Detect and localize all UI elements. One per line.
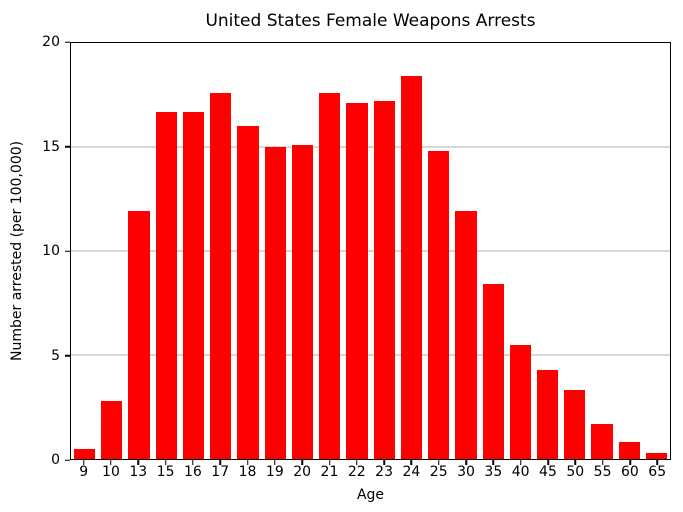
x-tick-label-20: 20 bbox=[293, 464, 312, 480]
bar-age-21 bbox=[319, 92, 341, 459]
y-tick-label-15: 15 bbox=[42, 138, 60, 155]
bar-slot bbox=[125, 43, 152, 459]
x-tick-labels: 9 10 13 15 16 17 18 19 20 21 22 23 24 25 30 35 40 45 50 55 6… bbox=[70, 464, 671, 480]
bar-slot bbox=[425, 43, 452, 459]
bar-age-25 bbox=[428, 151, 450, 459]
bar-slot bbox=[98, 43, 125, 459]
bar-age-18 bbox=[237, 126, 259, 459]
x-tick-label-45: 45 bbox=[539, 464, 557, 480]
bar-age-35 bbox=[482, 284, 504, 459]
bar-age-10 bbox=[101, 400, 123, 459]
y-tick-label-0: 0 bbox=[51, 452, 60, 468]
x-tick-label-24: 24 bbox=[402, 464, 421, 480]
gridline-15 bbox=[71, 146, 670, 148]
bar-slot bbox=[616, 43, 643, 459]
x-tick-label-50: 50 bbox=[566, 464, 585, 480]
y-tick-label-20: 20 bbox=[42, 34, 60, 50]
x-tick-label-60: 60 bbox=[620, 464, 639, 480]
bar-age-23 bbox=[373, 101, 395, 459]
bar-slot bbox=[561, 43, 588, 459]
bar-age-30 bbox=[455, 211, 477, 459]
bar-age-13 bbox=[128, 211, 150, 459]
bar-slot bbox=[534, 43, 561, 459]
x-tick-label-30: 30 bbox=[457, 464, 475, 480]
x-tick-label-40: 40 bbox=[511, 464, 530, 480]
bar-slot bbox=[207, 43, 234, 459]
y-tick-labels: 0 5 10 15 20 bbox=[0, 35, 60, 467]
bar-age-24 bbox=[400, 76, 423, 459]
bar-slot bbox=[289, 43, 316, 459]
bars bbox=[71, 43, 670, 459]
bar-slot bbox=[507, 43, 534, 459]
bar-slot bbox=[153, 43, 180, 459]
bar-slot bbox=[371, 43, 398, 459]
bar-age-45 bbox=[536, 369, 559, 459]
x-tick-label-21: 21 bbox=[320, 464, 339, 480]
x-tick-label-10: 10 bbox=[102, 464, 120, 480]
x-tick-label-9: 9 bbox=[79, 464, 89, 480]
x-tick-label-16: 16 bbox=[183, 464, 202, 480]
y-tick-label-10: 10 bbox=[42, 243, 60, 259]
gridlines bbox=[71, 43, 670, 459]
bar-age-9 bbox=[74, 448, 96, 459]
x-tick-label-17: 17 bbox=[211, 464, 230, 480]
x-tick-label-23: 23 bbox=[375, 464, 393, 480]
bar-slot bbox=[643, 43, 670, 459]
x-tick-label-13: 13 bbox=[129, 464, 148, 480]
x-tick-label-25: 25 bbox=[429, 464, 448, 480]
bar-slot bbox=[234, 43, 261, 459]
x-tick-label-55: 55 bbox=[593, 464, 612, 480]
bar-slot bbox=[398, 43, 425, 459]
bar-slot bbox=[262, 43, 289, 459]
bar-age-22 bbox=[346, 103, 368, 459]
plot-area bbox=[70, 42, 671, 460]
bar-age-20 bbox=[291, 144, 314, 459]
gridline-10 bbox=[71, 250, 670, 252]
x-tick-label-15: 15 bbox=[156, 464, 175, 480]
bar-slot bbox=[71, 43, 98, 459]
bar-slot bbox=[452, 43, 479, 459]
bar-age-60 bbox=[618, 442, 640, 459]
bar-age-15 bbox=[155, 111, 177, 459]
bar-slot bbox=[343, 43, 370, 459]
x-tick-label-65: 65 bbox=[648, 464, 667, 480]
bar-age-16 bbox=[182, 111, 205, 459]
bar-slot bbox=[588, 43, 615, 459]
gridline-5 bbox=[71, 354, 670, 356]
bar-slot bbox=[180, 43, 207, 459]
x-tick-label-18: 18 bbox=[238, 464, 257, 480]
x-axis-label: Age bbox=[356, 487, 385, 503]
chart-title: United States Female Weapons Arrests bbox=[205, 11, 536, 31]
x-tick-label-19: 19 bbox=[265, 464, 284, 480]
bar-age-17 bbox=[210, 92, 232, 459]
bar-age-50 bbox=[564, 390, 586, 459]
x-tick-label-35: 35 bbox=[484, 464, 503, 480]
y-tick-label-5: 5 bbox=[51, 347, 60, 364]
bar-age-19 bbox=[264, 147, 286, 459]
bar-slot bbox=[316, 43, 343, 459]
x-tick-label-22: 22 bbox=[347, 464, 366, 480]
bar-age-40 bbox=[509, 344, 531, 459]
bar-age-65 bbox=[645, 452, 668, 459]
bar-age-55 bbox=[591, 423, 613, 459]
bar-slot bbox=[480, 43, 507, 459]
